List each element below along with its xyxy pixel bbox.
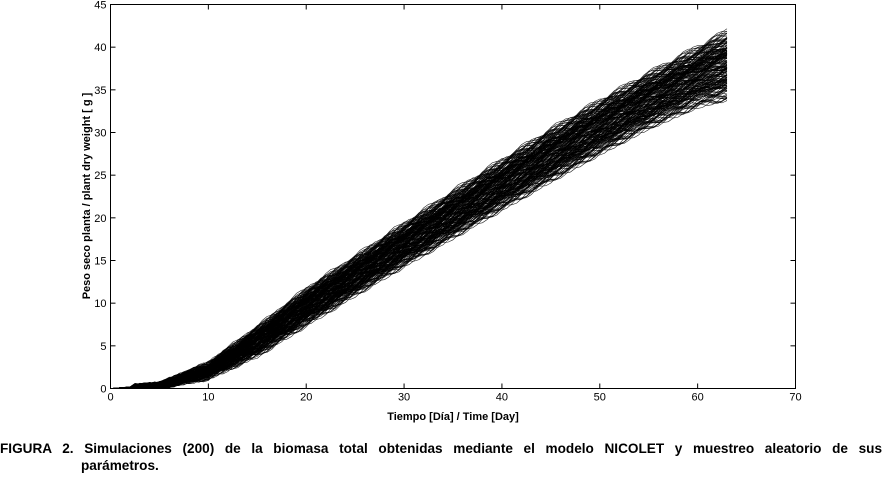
x-axis-label: Tiempo [Día] / Time [Day] [387,411,519,423]
y-tick-label: 25 [94,170,106,182]
simulation-series-line [110,41,728,389]
chart: 0 10 20 30 40 50 60 70 0 5 10 15 20 25 30 35 40 45 Tiempo… [81,0,802,423]
x-tick-label: 40 [496,392,508,404]
y-tick-label: 45 [94,0,106,12]
simulation-series-line [110,52,728,389]
ticks-layer: 0 10 20 30 40 50 60 70 0 5 10 15 20 25 30 35 40 45 [94,0,801,404]
plot-frame [110,4,796,389]
figure-caption: FIGURA 2. Simulaciones (200) de la bioma… [0,440,882,474]
simulation-series-line [110,28,728,389]
simulation-series-line [110,97,728,389]
x-tick-label: 30 [398,392,410,404]
y-tick-label: 40 [94,42,106,54]
series-layer [110,28,728,389]
y-axis-label: Peso seco planta / plant dry weight [ g … [81,92,93,299]
caption-figure-number: FIGURA 2. [0,441,74,456]
simulation-series-line [110,88,728,389]
x-tick-label: 70 [789,392,801,404]
simulation-series-line [110,85,728,389]
simulation-series-line [110,85,728,389]
simulation-series-line [110,67,728,389]
x-tick-label: 20 [300,392,312,404]
y-tick-label: 30 [94,128,106,140]
y-tick-label: 20 [94,213,106,225]
y-tick-label: 35 [94,85,106,97]
x-tick-label: 10 [202,392,214,404]
caption-text-line-2: parámetros. [81,458,159,473]
simulation-series-line [110,48,728,389]
simulation-series-line [110,66,728,389]
caption-line-1: FIGURA 2. Simulaciones (200) de la bioma… [0,440,882,457]
x-tick-label: 0 [107,392,113,404]
y-tick-label: 0 [100,384,106,396]
x-tick-label: 50 [594,392,606,404]
x-tick-label: 60 [692,392,704,404]
simulation-series-line [110,38,728,389]
simulation-series-line [110,33,728,389]
simulation-series-line [110,53,728,389]
simulation-series-line [110,32,728,389]
simulation-series-line [110,85,728,389]
simulation-series-line [110,37,728,389]
simulation-series-line [110,60,728,389]
y-tick-label: 10 [94,298,106,310]
simulation-series-line [110,64,728,389]
y-tick-label: 5 [100,341,106,353]
caption-text-line-1: Simulaciones (200) de la biomasa total o… [84,441,882,456]
y-tick-label: 15 [94,256,106,268]
simulation-series-line [110,36,728,389]
